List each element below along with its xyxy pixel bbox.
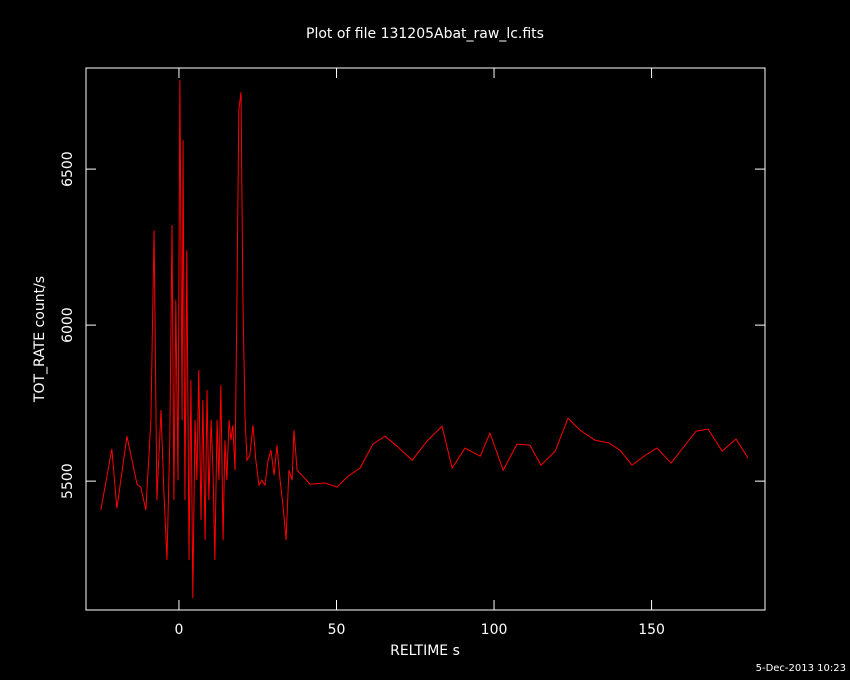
- x-tick-label: 0: [174, 622, 183, 638]
- plot-frame: [85, 67, 766, 611]
- y-tick-label: 6500: [60, 151, 76, 187]
- x-tick-label: 50: [328, 622, 346, 638]
- chart-title: Plot of file 131205Abat_raw_lc.fits: [306, 26, 544, 42]
- x-tick-label: 150: [638, 622, 665, 638]
- x-axis-label: RELTIME s: [390, 643, 460, 659]
- data-line: [100, 80, 749, 599]
- y-tick-label: 5500: [60, 463, 76, 499]
- y-axis-label: TOT_RATE count/s: [32, 276, 48, 403]
- x-tick-label: 100: [481, 622, 508, 638]
- date-stamp: 5-Dec-2013 10:23: [756, 663, 846, 674]
- y-tick-label: 6000: [60, 307, 76, 343]
